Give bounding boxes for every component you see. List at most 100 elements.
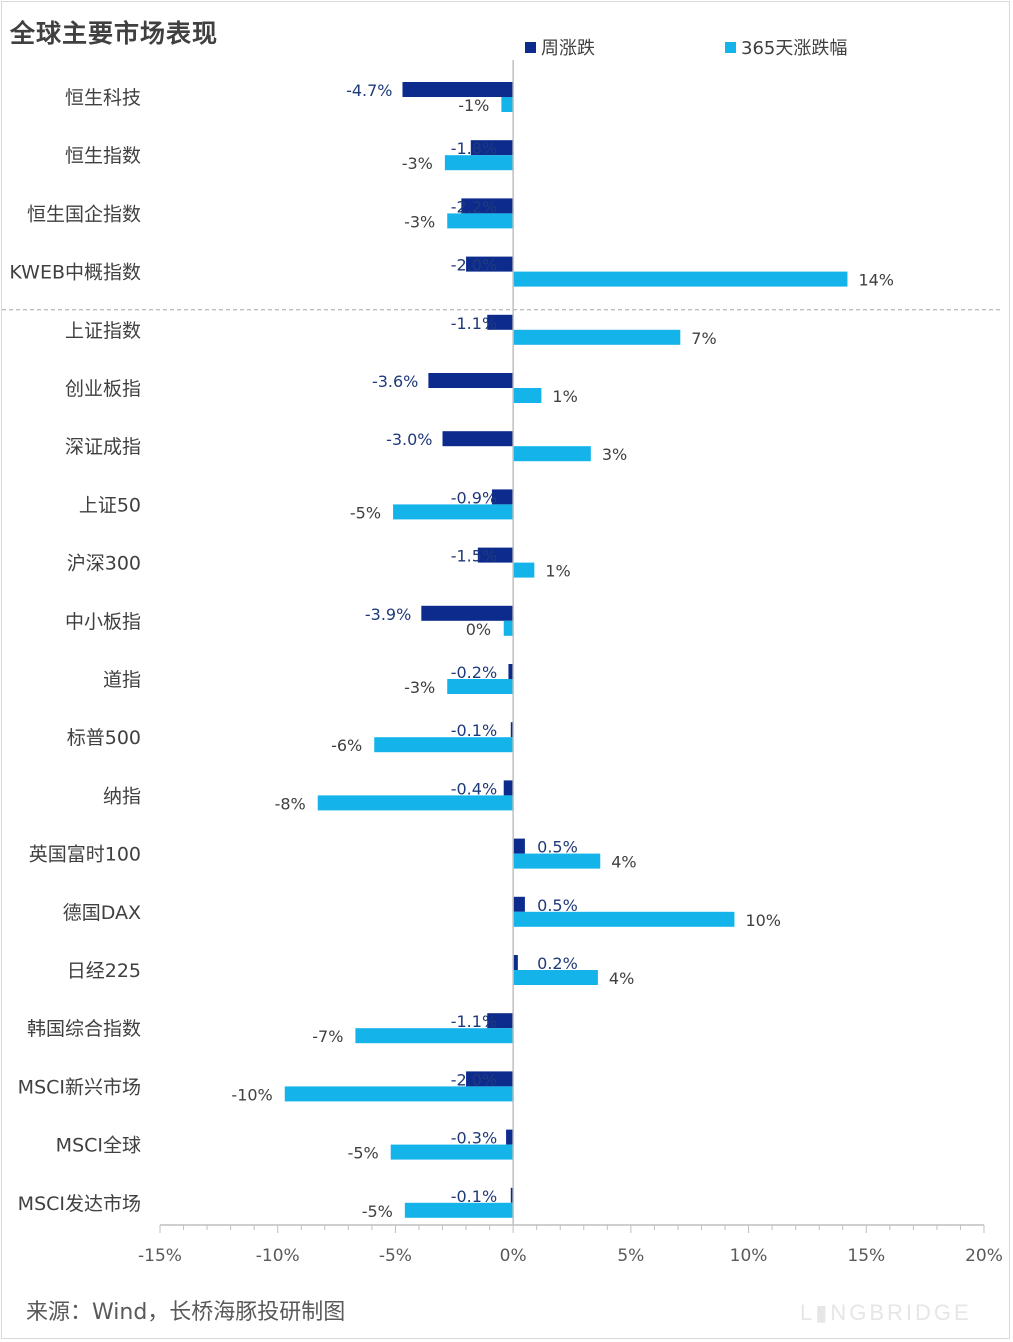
weekly-bar bbox=[513, 838, 525, 854]
weekly-value-label: 0.5% bbox=[537, 838, 578, 857]
yearly-value-label: -5% bbox=[348, 1144, 379, 1163]
category-label: 恒生科技 bbox=[65, 87, 141, 109]
yearly-bar bbox=[393, 504, 514, 520]
brand-watermark: L▮NGBRIDGE bbox=[800, 1300, 972, 1325]
x-tick-label: -5% bbox=[379, 1246, 412, 1266]
yearly-value-label: 3% bbox=[602, 445, 627, 464]
weekly-bar bbox=[466, 1071, 514, 1087]
weekly-value-label: -0.4% bbox=[451, 779, 497, 798]
legend-swatch-weekly bbox=[525, 41, 536, 53]
legend-swatch-yearly bbox=[725, 41, 736, 53]
x-tick-label: 0% bbox=[500, 1246, 527, 1266]
weekly-value-label: -2.0% bbox=[451, 256, 497, 275]
yearly-bar bbox=[404, 1202, 514, 1218]
category-label: 纳指 bbox=[103, 785, 141, 807]
yearly-bar bbox=[513, 388, 542, 403]
yearly-bar bbox=[513, 970, 598, 985]
weekly-bar bbox=[506, 1129, 514, 1145]
yearly-value-label: 0% bbox=[466, 620, 491, 639]
category-label: 韩国综合指数 bbox=[27, 1018, 141, 1040]
weekly-value-label: -3.6% bbox=[372, 372, 418, 391]
category-label: MSCI新兴市场 bbox=[18, 1076, 141, 1098]
weekly-bar bbox=[487, 1013, 514, 1029]
weekly-bar bbox=[513, 955, 518, 970]
category-label: 恒生国企指数 bbox=[27, 203, 141, 225]
weekly-bar bbox=[442, 431, 514, 447]
category-label: 英国富时100 bbox=[29, 844, 141, 866]
weekly-value-label: -3.0% bbox=[386, 430, 432, 449]
weekly-bar bbox=[510, 722, 514, 738]
x-tick-label: 10% bbox=[730, 1246, 768, 1266]
weekly-bar bbox=[461, 198, 514, 214]
yearly-value-label: -8% bbox=[275, 794, 306, 813]
yearly-bar bbox=[503, 620, 514, 636]
yearly-value-label: -5% bbox=[350, 503, 381, 522]
yearly-bar bbox=[513, 329, 681, 345]
category-label: 创业板指 bbox=[65, 378, 141, 400]
weekly-bar bbox=[428, 373, 514, 388]
x-tick-label: 20% bbox=[965, 1246, 1003, 1266]
yearly-bar bbox=[513, 446, 591, 462]
category-label: MSCI全球 bbox=[56, 1135, 141, 1157]
weekly-value-label: -1.1% bbox=[451, 1012, 497, 1031]
yearly-bar bbox=[513, 271, 848, 287]
weekly-value-label: -1.8% bbox=[451, 139, 497, 158]
yearly-value-label: -3% bbox=[404, 212, 435, 231]
yearly-value-label: -5% bbox=[362, 1202, 393, 1221]
weekly-bar bbox=[503, 780, 514, 796]
yearly-bar bbox=[284, 1086, 514, 1102]
yearly-value-label: 4% bbox=[609, 969, 634, 988]
weekly-bar bbox=[466, 256, 514, 272]
x-tick-label: -10% bbox=[256, 1246, 300, 1266]
yearly-value-label: -7% bbox=[312, 1027, 343, 1046]
yearly-bar bbox=[501, 97, 514, 112]
yearly-bar bbox=[444, 155, 514, 171]
weekly-bar bbox=[402, 82, 514, 97]
yearly-bar bbox=[513, 562, 535, 578]
legend-item-yearly: 365天涨跌幅 bbox=[725, 34, 847, 60]
yearly-bar bbox=[513, 911, 735, 927]
category-label: 恒生指数 bbox=[65, 145, 141, 167]
yearly-bar bbox=[513, 853, 601, 869]
weekly-value-label: -0.2% bbox=[451, 663, 497, 682]
category-label: 沪深300 bbox=[67, 553, 141, 575]
x-tick-label: -15% bbox=[138, 1246, 182, 1266]
category-label: 深证成指 bbox=[65, 436, 141, 458]
weekly-bar bbox=[510, 1187, 514, 1203]
yearly-value-label: -3% bbox=[402, 154, 433, 173]
yearly-value-label: -3% bbox=[404, 678, 435, 697]
weekly-value-label: -1.5% bbox=[451, 547, 497, 566]
legend-label-weekly: 周涨跌 bbox=[541, 38, 595, 59]
weekly-value-label: -2.0% bbox=[451, 1070, 497, 1089]
weekly-bar bbox=[508, 664, 514, 679]
weekly-bar bbox=[470, 140, 514, 156]
chart-title: 全球主要市场表现 bbox=[10, 19, 219, 48]
weekly-value-label: -0.9% bbox=[451, 488, 497, 507]
yearly-value-label: -1% bbox=[458, 96, 489, 115]
weekly-bar bbox=[491, 489, 514, 505]
yearly-bar bbox=[447, 679, 514, 694]
yearly-bar bbox=[374, 737, 514, 753]
category-label: 中小板指 bbox=[65, 611, 141, 633]
category-label: 道指 bbox=[103, 669, 141, 691]
weekly-bar bbox=[487, 314, 514, 330]
weekly-bar bbox=[421, 605, 514, 621]
yearly-value-label: 1% bbox=[545, 562, 570, 581]
yearly-bar bbox=[317, 795, 514, 811]
weekly-value-label: -1.1% bbox=[451, 314, 497, 333]
yearly-value-label: 10% bbox=[745, 911, 781, 930]
weekly-value-label: -3.9% bbox=[365, 605, 411, 624]
category-label: 德国DAX bbox=[63, 902, 141, 924]
weekly-value-label: -4.7% bbox=[346, 81, 392, 100]
x-tick-label: 5% bbox=[617, 1246, 644, 1266]
yearly-value-label: 4% bbox=[611, 853, 636, 872]
weekly-bar bbox=[513, 896, 525, 912]
category-label: 标普500 bbox=[67, 727, 141, 749]
weekly-value-label: -0.1% bbox=[451, 721, 497, 740]
source-note: 来源：Wind，长桥海豚投研制图 bbox=[26, 1300, 346, 1325]
yearly-value-label: 14% bbox=[858, 271, 894, 290]
weekly-value-label: 0.2% bbox=[537, 954, 578, 973]
legend-item-weekly: 周涨跌 bbox=[525, 34, 595, 60]
